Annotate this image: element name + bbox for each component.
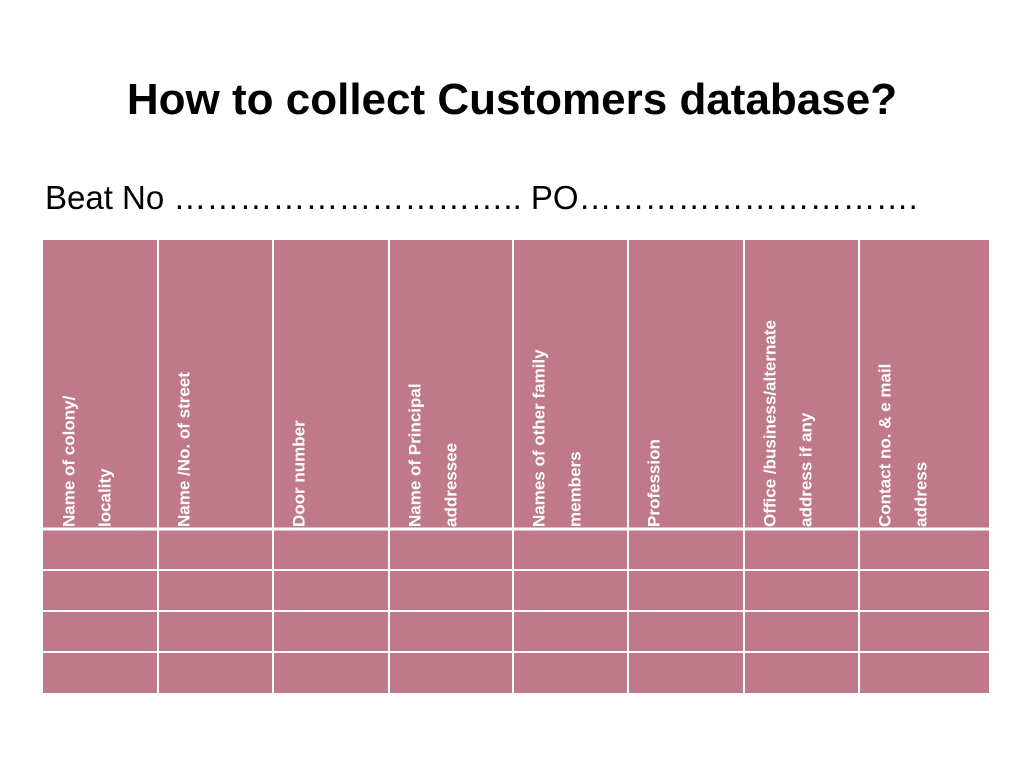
column-header: address (911, 462, 930, 527)
table-background (43, 240, 989, 693)
column-header: members (565, 451, 584, 527)
column-header: Name of Principal (405, 383, 424, 527)
column-header: locality (95, 468, 114, 527)
table: Name of colony/locality Name /No. of stre… (43, 240, 989, 693)
column-header: Name of colony/ (59, 395, 78, 527)
column-header: address if any (796, 412, 815, 527)
column-header: Name /No. of street (174, 372, 193, 527)
subtitle: Beat No ………………………….. PO…………………………. (45, 179, 918, 216)
column-header: Door number (289, 420, 308, 527)
column-header: Office /business/alternate (760, 320, 779, 527)
column-header: addressee (441, 443, 460, 527)
column-header: Names of other family (529, 349, 548, 527)
column-header: Profession (644, 439, 663, 527)
column-header: Contact no. & e mail (875, 364, 894, 527)
title: How to collect Customers database? (127, 75, 897, 124)
